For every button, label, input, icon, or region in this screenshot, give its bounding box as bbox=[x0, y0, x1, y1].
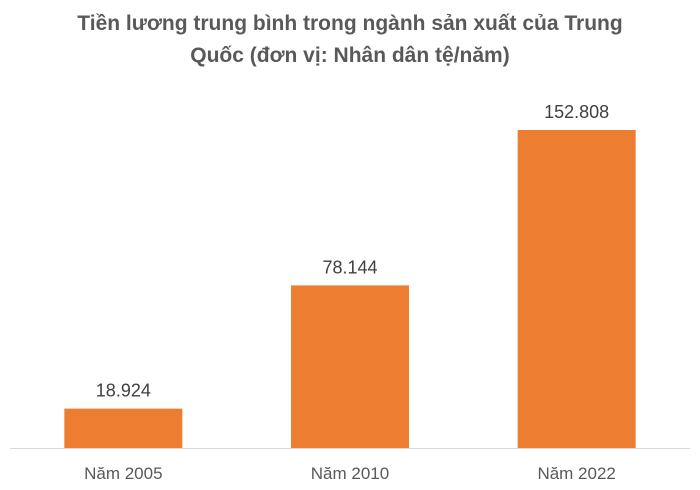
x-tick-label-2: Năm 2010 bbox=[311, 464, 389, 483]
data-label-3: 152.808 bbox=[544, 102, 609, 122]
x-tick-label-1: Năm 2005 bbox=[84, 464, 162, 483]
chart-title: Tiền lương trung bình trong ngành sản xu… bbox=[77, 12, 623, 67]
x-tick-label-3: Năm 2022 bbox=[537, 464, 615, 483]
bar-2 bbox=[291, 285, 409, 448]
bar-3 bbox=[517, 130, 636, 448]
bar-1 bbox=[64, 408, 183, 448]
data-label-1: 18.924 bbox=[96, 381, 151, 401]
data-label-2: 78.144 bbox=[322, 257, 377, 277]
